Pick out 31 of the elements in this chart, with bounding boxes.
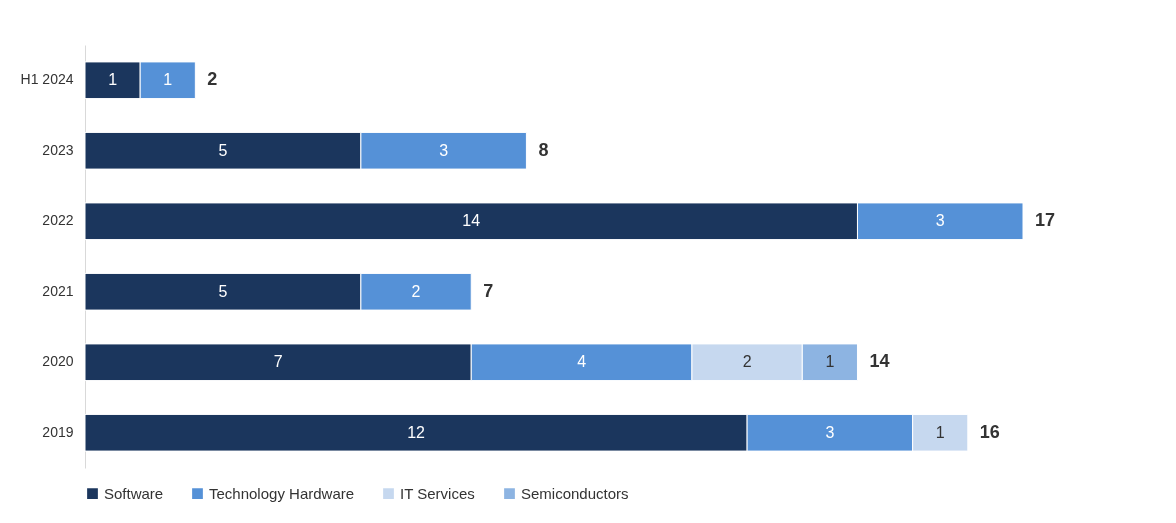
legend-label: Software	[104, 484, 164, 502]
y-tick-label: 2023	[42, 141, 74, 158]
total-label: 7	[483, 280, 494, 301]
data-label: 5	[218, 282, 228, 300]
data-label: 7	[273, 353, 283, 371]
y-tick-label: H1 2024	[20, 71, 74, 88]
y-tick-label: 2020	[42, 353, 74, 370]
data-label: 14	[462, 212, 481, 230]
data-label: 1	[825, 353, 835, 371]
data-label: 3	[935, 212, 945, 230]
y-tick-label: 2022	[42, 212, 74, 229]
total-label: 17	[1035, 210, 1056, 231]
legend-label: Technology Hardware	[209, 484, 355, 502]
total-label: 2	[207, 69, 218, 90]
data-label: 1	[163, 71, 173, 89]
total-label: 8	[538, 139, 549, 160]
y-tick-label: 2021	[42, 282, 74, 299]
data-label: 5	[218, 141, 228, 159]
total-label: 16	[979, 421, 1000, 442]
legend-label: IT Services	[400, 484, 475, 502]
data-label: 4	[577, 353, 587, 371]
legend-label: Semiconductors	[521, 484, 629, 502]
data-label: 12	[407, 423, 426, 441]
data-label: 2	[411, 282, 421, 300]
data-label: 3	[825, 423, 835, 441]
total-label: 14	[869, 351, 890, 372]
data-label: 1	[935, 423, 945, 441]
data-label: 1	[108, 71, 118, 89]
data-label: 3	[439, 141, 449, 159]
y-tick-label: 2019	[42, 423, 74, 440]
data-label: 2	[742, 353, 752, 371]
